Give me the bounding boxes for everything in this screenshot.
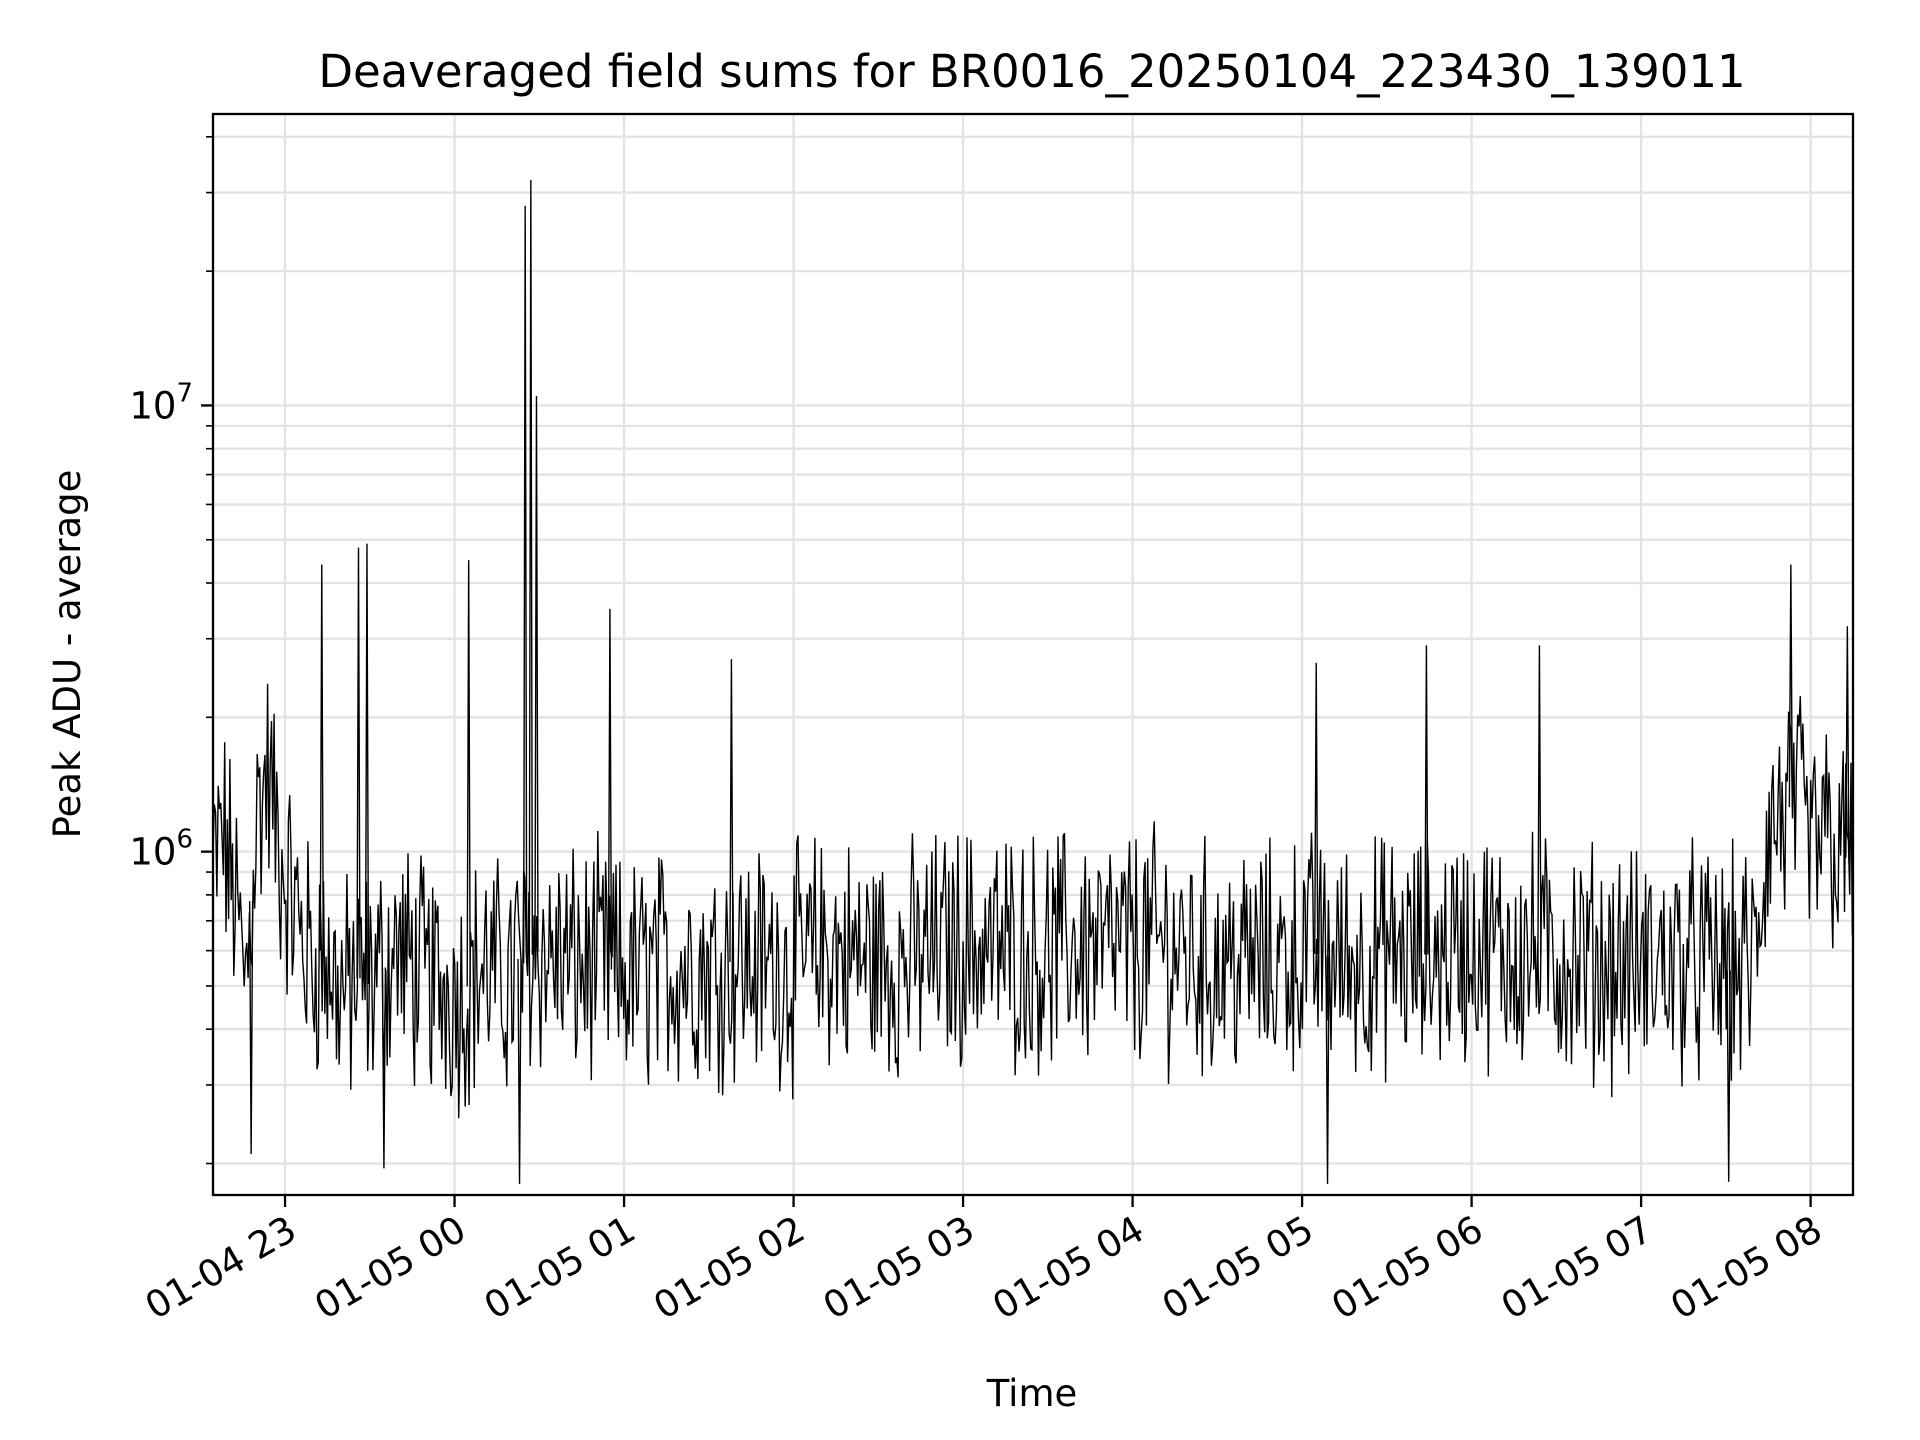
spike-mark — [607, 608, 613, 970]
spike-mark — [466, 560, 471, 987]
spike-mark — [1845, 626, 1850, 858]
x-axis-label: Time — [986, 1372, 1078, 1415]
x-tick-label: 01-05 00 — [307, 1208, 473, 1328]
x-tick-label: 01-05 01 — [477, 1208, 643, 1328]
x-tick-label: 01-05 03 — [816, 1208, 982, 1328]
spike-mark — [517, 959, 522, 1184]
spike-mark — [534, 395, 539, 952]
spike-mark — [356, 547, 361, 979]
spike-mark — [1314, 662, 1319, 954]
y-axis: 106 107 — [129, 136, 213, 1165]
spike-mark — [1788, 564, 1794, 808]
y-tick-label: 106 — [129, 825, 193, 874]
spike-mark — [1424, 645, 1429, 955]
gridlines — [213, 114, 1853, 1195]
spike-mark — [381, 967, 387, 1169]
spike-mark — [364, 543, 370, 985]
spike-lines — [248, 180, 1850, 1184]
x-tick-label: 01-05 07 — [1494, 1208, 1660, 1328]
x-axis: 01-04 23 01-05 00 01-05 01 01-05 02 01-05 03… — [138, 1195, 1829, 1328]
spike-mark — [248, 901, 254, 1155]
x-tick-label: 01-05 02 — [646, 1208, 812, 1328]
plot-frame — [211, 112, 1855, 1197]
spike-mark — [319, 564, 324, 951]
spike-mark — [1537, 645, 1542, 956]
series-line — [212, 683, 1853, 1119]
spike-mark — [1726, 970, 1731, 1182]
y-axis-label: Peak ADU - average — [46, 470, 89, 839]
y-tick-label: 107 — [129, 378, 193, 427]
chart-title: Deaveraged field sums for BR0016_2025010… — [318, 45, 1745, 98]
x-tick-label: 01-05 06 — [1325, 1208, 1491, 1328]
spike-mark — [1325, 956, 1330, 1184]
x-tick-label: 01-05 08 — [1664, 1208, 1830, 1328]
spike-mark — [522, 205, 528, 964]
x-tick-label: 01-05 05 — [1155, 1208, 1321, 1328]
spike-mark — [729, 659, 734, 962]
x-tick-label: 01-05 04 — [986, 1208, 1152, 1328]
spike-mark — [528, 180, 534, 955]
x-tick-label: 01-04 23 — [138, 1208, 304, 1328]
